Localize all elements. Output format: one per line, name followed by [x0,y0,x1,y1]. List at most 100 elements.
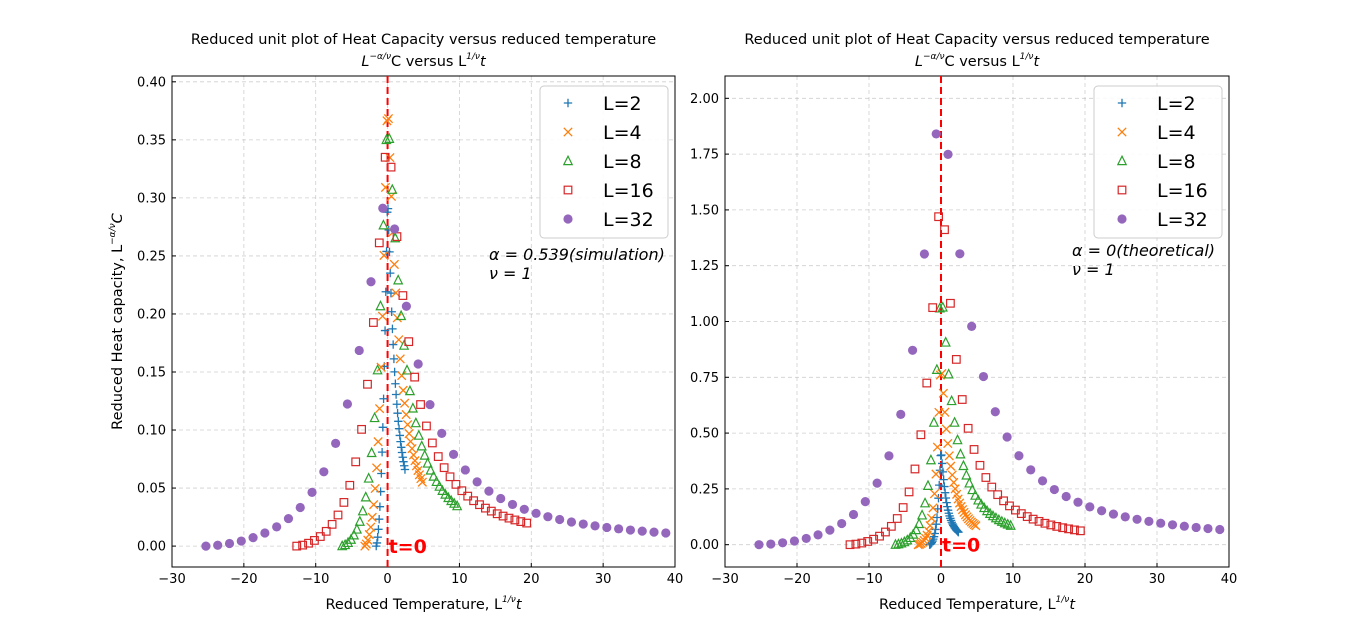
chart-subtitle: L−α/νC versus L1/νt [915,52,1041,70]
data-point [1002,432,1012,442]
data-point [504,513,514,523]
data-point [1040,518,1050,528]
data-point [934,302,945,313]
data-point [484,486,494,496]
data-point [380,152,390,162]
data-point [886,521,896,531]
data-point [363,379,372,389]
data-point [923,526,934,536]
data-point [260,528,270,538]
data-point [463,491,473,501]
y-tick-label: 0.75 [690,371,719,386]
data-point [1085,502,1095,512]
data-point [1203,523,1213,534]
data-point [413,429,424,440]
series-l4 [913,368,981,550]
data-point [860,497,870,507]
x-tick-label: 30 [1149,572,1166,587]
data-point [363,472,374,483]
data-point [445,472,455,482]
data-point [405,436,416,447]
data-point [519,504,529,514]
data-point [625,525,636,535]
data-point [388,340,398,349]
legend-label: L=8 [1157,151,1196,173]
data-point [1014,451,1024,461]
data-point [957,505,968,515]
data-points [754,129,1225,550]
data-point [387,307,396,316]
data-point [298,540,308,550]
data-point [907,345,918,355]
data-point [1215,524,1225,535]
data-point [481,503,490,513]
data-point [892,514,902,523]
data-point [898,503,908,512]
x-tick-label: 20 [523,572,540,587]
data-point [957,395,967,404]
data-point [392,400,402,409]
data-point [922,378,932,388]
y-tick-label: 0.30 [137,191,166,206]
data-point [942,498,951,507]
y-tick-label: 0.25 [137,249,166,264]
data-point [460,465,470,475]
legend-entry-l32: L=32 [1117,209,1208,231]
data-point [451,499,463,511]
legend-entry-l8: L=8 [1116,151,1196,173]
data-point [391,390,401,399]
data-point [315,532,325,541]
x-tick-label: −20 [783,572,810,587]
data-point [926,513,937,523]
data-point [884,451,894,461]
data-point [952,526,962,535]
data-point [940,482,949,491]
data-point [778,538,788,548]
data-point [825,525,835,535]
data-point [929,489,940,499]
data-point [374,403,385,414]
data-point [951,355,961,364]
data-point [970,489,981,500]
data-point [946,394,957,406]
data-point [956,501,966,512]
data-point [339,538,351,550]
data-point [939,475,948,484]
data-point [947,470,957,480]
data-point [1070,525,1079,535]
data-point [367,512,377,522]
data-point [351,523,363,534]
y-tick-label: 1.25 [690,259,719,274]
legend-entry-l8: L=8 [562,151,642,173]
data-point [916,430,926,440]
data-point [590,521,600,531]
data-point [952,433,963,445]
data-point [248,533,258,543]
legend-marker [563,185,573,195]
data-point [955,249,965,259]
y-tick-label: 0.35 [137,133,166,148]
data-point [933,504,942,514]
data-point [1049,484,1059,495]
series-l4 [360,113,428,551]
y-tick-label: 0.10 [137,424,166,439]
data-point [374,515,384,524]
data-point [637,526,647,536]
y-tick-label: 1.50 [690,203,719,218]
data-point [955,448,966,459]
data-point [333,510,343,520]
data-point [1034,516,1044,526]
t-zero-label: t=0 [389,536,427,558]
data-point [397,370,407,381]
data-point [1005,519,1016,530]
legend-entry-l4: L=4 [563,122,642,144]
data-point [392,274,404,285]
data-point [380,326,390,335]
data-point [848,509,859,520]
data-point [213,540,223,550]
x-tick-label: 10 [1005,572,1022,587]
data-point [401,364,413,375]
data-point [949,416,960,427]
y-tick-label: 1.00 [690,315,719,330]
data-point [522,518,532,528]
